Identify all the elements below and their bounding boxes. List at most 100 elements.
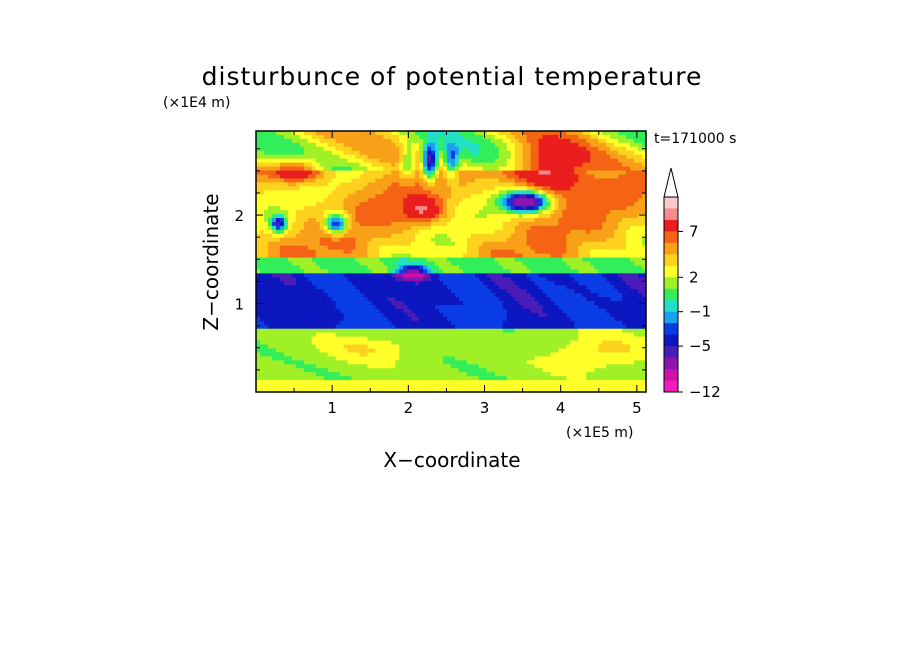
field-cell (634, 138, 639, 144)
field-cell (431, 194, 436, 199)
field-cell (391, 154, 396, 160)
field-cell (367, 316, 373, 322)
field-cell (454, 241, 460, 247)
field-cell (375, 150, 380, 156)
field-cell (486, 285, 492, 290)
field-cell (474, 269, 480, 274)
field-cell (335, 134, 341, 140)
field-cell (327, 225, 333, 231)
field-cell (339, 178, 345, 183)
field-cell (522, 312, 528, 318)
field-cell (291, 285, 297, 290)
field-cell (466, 285, 472, 290)
field-cell (618, 154, 623, 160)
field-cell (474, 245, 480, 251)
field-cell (622, 261, 627, 267)
field-cell (474, 249, 480, 255)
field-cell (550, 261, 556, 267)
field-cell (447, 265, 452, 270)
field-cell (458, 269, 464, 274)
field-cell (415, 182, 420, 187)
field-cell (271, 253, 277, 259)
field-cell (367, 245, 373, 251)
field-cell (562, 198, 568, 203)
field-cell (439, 221, 444, 227)
field-cell (534, 293, 540, 298)
field-cell (379, 198, 384, 203)
field-cell (411, 265, 416, 270)
field-cell (594, 281, 599, 286)
field-cell (395, 190, 400, 195)
field-cell (586, 206, 591, 211)
field-cell (518, 162, 524, 168)
field-cell (415, 249, 420, 255)
field-cell (303, 206, 309, 211)
field-cell (299, 202, 305, 207)
field-cell (451, 305, 456, 310)
field-cell (407, 166, 412, 172)
field-cell (514, 194, 520, 199)
field-cell (454, 281, 460, 286)
field-cell (626, 162, 631, 168)
field-cell (566, 312, 571, 318)
field-cell (439, 178, 444, 183)
field-cell (291, 308, 297, 314)
field-cell (542, 210, 548, 215)
field-cell (267, 162, 273, 168)
field-cell (439, 316, 444, 322)
field-cell (526, 225, 532, 231)
field-cell (554, 328, 560, 334)
field-cell (534, 328, 540, 334)
field-cell (383, 225, 388, 231)
field-cell (387, 150, 392, 156)
field-cell (486, 233, 492, 239)
field-cell (542, 249, 548, 255)
field-cell (427, 131, 432, 136)
field-cell (395, 265, 400, 270)
field-cell (514, 225, 520, 231)
field-cell (530, 206, 536, 211)
field-cell (395, 166, 400, 172)
field-cell (431, 198, 436, 203)
field-cell (395, 154, 400, 160)
field-cell (542, 225, 548, 231)
field-cell (518, 233, 524, 239)
field-cell (295, 146, 301, 152)
field-cell (415, 198, 420, 203)
field-cell (610, 210, 615, 215)
field-cell (351, 245, 357, 251)
field-cell (303, 198, 309, 203)
field-cell (502, 261, 508, 267)
field-cell (506, 206, 512, 211)
field-cell (379, 249, 384, 255)
field-cell (419, 221, 424, 227)
field-cell (542, 162, 548, 168)
field-cell (275, 131, 281, 136)
field-cell (618, 265, 623, 270)
field-cell (482, 162, 488, 168)
field-cell (447, 241, 452, 247)
field-cell (291, 166, 297, 172)
field-cell (594, 241, 599, 247)
field-cell (443, 198, 448, 203)
field-cell (407, 142, 412, 148)
field-cell (339, 308, 345, 314)
field-cell (638, 210, 643, 215)
field-cell (379, 245, 384, 251)
field-cell (454, 249, 460, 255)
field-cell (518, 320, 524, 326)
field-cell (447, 257, 452, 263)
field-cell (566, 316, 571, 322)
field-cell (486, 186, 492, 191)
field-cell (331, 324, 337, 330)
field-cell (546, 158, 552, 164)
field-cell (526, 158, 532, 164)
field-cell (454, 190, 460, 195)
field-cell (638, 174, 643, 180)
field-cell (514, 154, 520, 160)
field-cell (315, 241, 321, 247)
field-cell (494, 134, 500, 140)
field-cell (431, 229, 436, 235)
field-cell (335, 210, 341, 215)
field-cell (582, 293, 587, 298)
